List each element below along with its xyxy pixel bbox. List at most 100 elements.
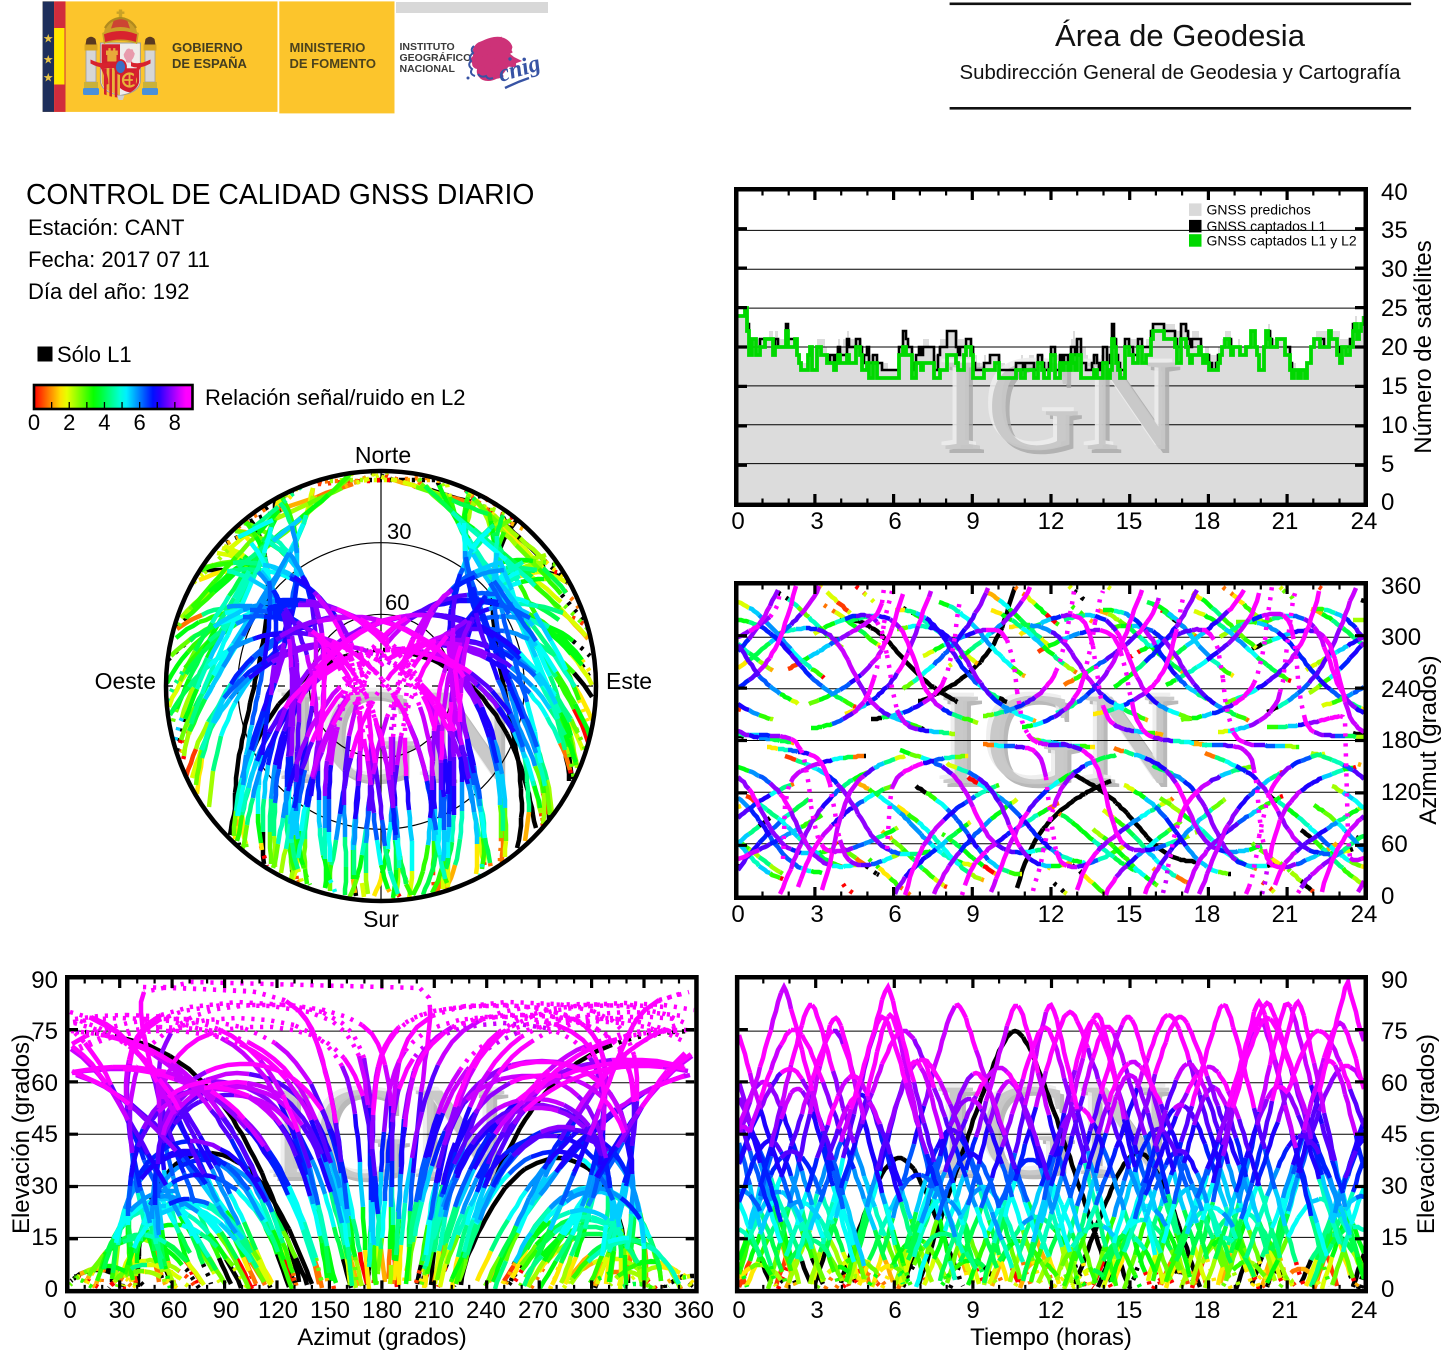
svg-text:120: 120 (258, 1297, 298, 1324)
svg-text:6: 6 (888, 901, 901, 928)
svg-text:GOBIERNO: GOBIERNO (172, 40, 243, 55)
svg-text:Sur: Sur (363, 906, 399, 932)
svg-text:12: 12 (1038, 1297, 1065, 1324)
svg-text:Número de satélites: Número de satélites (1410, 240, 1437, 453)
svg-text:24: 24 (1351, 1297, 1378, 1324)
svg-text:330: 330 (622, 1297, 662, 1324)
svg-text:0: 0 (28, 410, 40, 435)
svg-text:360: 360 (1381, 573, 1421, 600)
svg-text:270: 270 (518, 1297, 558, 1324)
svg-text:Área de Geodesia: Área de Geodesia (1055, 18, 1306, 53)
svg-text:Sólo L1: Sólo L1 (57, 342, 132, 367)
svg-text:30: 30 (1381, 256, 1408, 283)
svg-text:9: 9 (966, 508, 979, 535)
svg-text:9: 9 (966, 1297, 979, 1324)
svg-text:15: 15 (1116, 901, 1143, 928)
svg-text:30: 30 (31, 1173, 58, 1200)
svg-text:8: 8 (169, 410, 181, 435)
svg-text:120: 120 (1381, 779, 1421, 806)
svg-text:30: 30 (1381, 1173, 1408, 1200)
svg-text:Elevación (grados): Elevación (grados) (1413, 1034, 1440, 1234)
svg-text:180: 180 (362, 1297, 402, 1324)
svg-text:5: 5 (1381, 451, 1394, 478)
svg-text:40: 40 (1381, 179, 1408, 206)
svg-text:210: 210 (414, 1297, 454, 1324)
svg-text:300: 300 (570, 1297, 610, 1324)
svg-text:0: 0 (731, 901, 744, 928)
svg-text:4: 4 (98, 410, 110, 435)
svg-text:★: ★ (43, 70, 54, 84)
svg-text:20: 20 (1381, 334, 1408, 361)
svg-text:INSTITUTO: INSTITUTO (400, 41, 455, 53)
svg-text:2: 2 (63, 410, 75, 435)
svg-text:Azimut (grados): Azimut (grados) (297, 1324, 466, 1350)
svg-text:0: 0 (63, 1297, 76, 1324)
svg-text:0: 0 (1381, 1276, 1394, 1303)
svg-text:12: 12 (1038, 901, 1065, 928)
svg-text:15: 15 (1381, 1224, 1408, 1251)
svg-text:Subdirección General de Geodes: Subdirección General de Geodesia y Carto… (960, 62, 1402, 84)
svg-text:3: 3 (810, 1297, 823, 1324)
svg-text:360: 360 (674, 1297, 714, 1324)
svg-text:9: 9 (966, 901, 979, 928)
svg-text:12: 12 (1038, 508, 1065, 535)
svg-text:Oeste: Oeste (95, 668, 156, 694)
svg-text:Estación: CANT: Estación: CANT (28, 215, 185, 240)
svg-text:0: 0 (731, 508, 744, 535)
svg-text:GEOGRÁFICO: GEOGRÁFICO (400, 51, 472, 64)
svg-text:60: 60 (161, 1297, 188, 1324)
svg-text:Elevación (grados): Elevación (grados) (8, 1034, 35, 1234)
svg-text:Azimut (grados): Azimut (grados) (1415, 655, 1442, 824)
svg-text:3: 3 (810, 508, 823, 535)
svg-text:★: ★ (43, 52, 54, 66)
svg-text:240: 240 (1381, 676, 1421, 703)
svg-text:24: 24 (1351, 901, 1378, 928)
svg-text:GNSS captados L1: GNSS captados L1 (1207, 218, 1327, 234)
svg-text:GNSS predichos: GNSS predichos (1207, 202, 1311, 218)
svg-text:60: 60 (31, 1070, 58, 1097)
svg-text:6: 6 (888, 1297, 901, 1324)
svg-text:0: 0 (1381, 883, 1394, 910)
svg-text:Tiempo (horas): Tiempo (horas) (970, 1324, 1132, 1350)
svg-text:45: 45 (31, 1121, 58, 1148)
svg-text:90: 90 (1381, 967, 1408, 994)
svg-text:Fecha: 2017 07 11: Fecha: 2017 07 11 (28, 247, 210, 272)
svg-text:30: 30 (109, 1297, 136, 1324)
svg-text:DE ESPAÑA: DE ESPAÑA (172, 56, 247, 71)
svg-text:15: 15 (1116, 508, 1143, 535)
svg-text:15: 15 (1116, 1297, 1143, 1324)
svg-text:45: 45 (1381, 1121, 1408, 1148)
svg-text:6: 6 (888, 508, 901, 535)
svg-text:10: 10 (1381, 412, 1408, 439)
svg-text:NACIONAL: NACIONAL (400, 63, 456, 75)
svg-text:300: 300 (1381, 624, 1421, 651)
svg-text:60: 60 (1381, 1070, 1408, 1097)
svg-text:★: ★ (43, 32, 54, 46)
svg-text:3: 3 (810, 901, 823, 928)
svg-text:60: 60 (385, 590, 409, 615)
svg-text:15: 15 (31, 1224, 58, 1251)
svg-text:75: 75 (1381, 1018, 1408, 1045)
svg-text:Este: Este (606, 668, 652, 694)
svg-text:90: 90 (31, 967, 58, 994)
svg-text:21: 21 (1272, 1297, 1299, 1324)
svg-text:240: 240 (466, 1297, 506, 1324)
svg-text:90: 90 (213, 1297, 240, 1324)
svg-text:0: 0 (732, 1297, 745, 1324)
svg-text:150: 150 (310, 1297, 350, 1324)
svg-text:IGN: IGN (941, 331, 1182, 478)
svg-text:30: 30 (387, 519, 411, 544)
svg-text:0: 0 (1381, 489, 1394, 516)
svg-text:75: 75 (31, 1018, 58, 1045)
svg-text:24: 24 (1351, 508, 1378, 535)
svg-text:18: 18 (1194, 901, 1221, 928)
svg-text:21: 21 (1272, 901, 1299, 928)
svg-text:Norte: Norte (355, 442, 411, 468)
svg-text:0: 0 (45, 1276, 58, 1303)
svg-text:Relación señal/ruido en L2: Relación señal/ruido en L2 (205, 385, 466, 410)
svg-text:25: 25 (1381, 295, 1408, 322)
svg-text:15: 15 (1381, 373, 1408, 400)
svg-text:CONTROL DE CALIDAD GNSS DIARIO: CONTROL DE CALIDAD GNSS DIARIO (26, 178, 534, 210)
svg-text:21: 21 (1272, 508, 1299, 535)
svg-text:GNSS captados L1 y L2: GNSS captados L1 y L2 (1207, 233, 1357, 249)
